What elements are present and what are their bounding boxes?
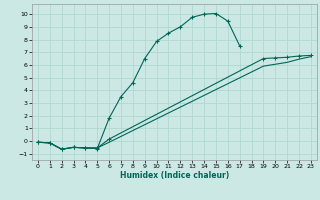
X-axis label: Humidex (Indice chaleur): Humidex (Indice chaleur) [120, 171, 229, 180]
